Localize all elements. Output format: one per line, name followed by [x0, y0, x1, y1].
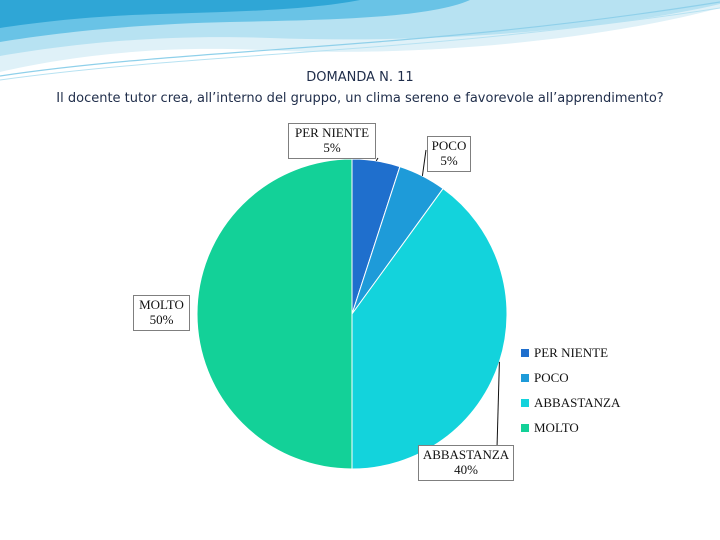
data-label-abbastanza-name: ABBASTANZA — [422, 447, 510, 462]
legend-label-abbastanza: ABBASTANZA — [534, 395, 621, 410]
data-label-per-niente-value: 5% — [323, 140, 341, 155]
data-label-poco-value: 5% — [440, 153, 458, 168]
data-label-abbastanza-value: 40% — [454, 462, 478, 477]
data-label-per-niente-name: PER NIENTE — [294, 125, 370, 140]
legend-swatch-molto — [521, 424, 529, 432]
legend-swatch-poco — [521, 374, 529, 382]
data-label-abbastanza: ABBASTANZA 40% — [418, 445, 514, 481]
legend-swatch-per-niente — [521, 349, 529, 357]
header-wave-banner — [0, 0, 720, 81]
data-label-molto: MOLTO 50% — [133, 295, 190, 331]
pie-slice-abbastanza — [351, 187, 508, 470]
legend-label-poco: POCO — [534, 370, 569, 385]
data-label-poco: POCO 5% — [427, 136, 471, 172]
legend-swatch-abbastanza — [521, 399, 529, 407]
data-label-poco-name: POCO — [431, 138, 467, 153]
data-label-molto-name: MOLTO — [139, 297, 184, 312]
legend-label-molto: MOLTO — [534, 420, 579, 435]
chart-title: DOMANDA N. 11 — [306, 70, 414, 85]
data-label-molto-value: 50% — [149, 312, 174, 327]
data-label-per-niente: PER NIENTE 5% — [288, 123, 376, 159]
leader-line-per-niente — [375, 157, 379, 162]
leader-line-abbastanza — [496, 361, 500, 449]
pie-slice-molto — [196, 158, 353, 470]
legend-label-per-niente: PER NIENTE — [534, 345, 609, 360]
leader-line-poco — [421, 149, 427, 176]
chart-subtitle: Il docente tutor crea, all’interno del g… — [56, 91, 664, 106]
